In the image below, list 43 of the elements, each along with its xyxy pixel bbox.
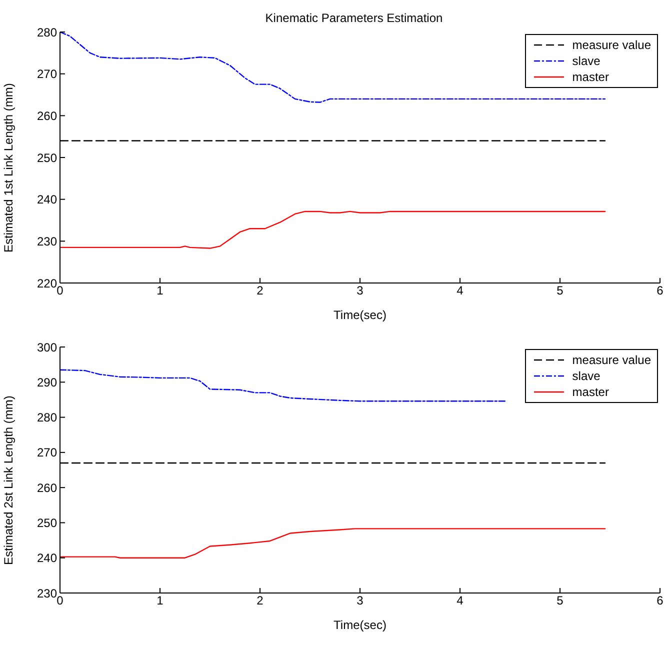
x-tick-label: 2 bbox=[256, 284, 264, 298]
legend-label: slave bbox=[572, 53, 600, 69]
x-tick-label: 0 bbox=[56, 284, 64, 298]
x-tick-label: 6 bbox=[656, 284, 664, 298]
x-tick-label: 2 bbox=[256, 594, 264, 608]
x-tick-label: 4 bbox=[456, 284, 464, 298]
y-tick-label: 250 bbox=[36, 516, 58, 530]
y-tick-label: 270 bbox=[36, 446, 58, 460]
x-tick-label: 0 bbox=[56, 594, 64, 608]
y-tick-label: 270 bbox=[36, 67, 58, 82]
x-tick-label: 3 bbox=[356, 594, 364, 608]
x-tick-label: 5 bbox=[556, 284, 564, 298]
legend-label: slave bbox=[572, 368, 600, 384]
legend-label: measure value bbox=[572, 352, 651, 368]
y-axis-title: Estimated 1st Link Length (mm) bbox=[1, 83, 16, 252]
y-tick-label: 240 bbox=[36, 551, 58, 566]
legend-label: master bbox=[572, 384, 609, 400]
x-axis-title: Time(sec) bbox=[334, 618, 386, 632]
x-tick-label: 1 bbox=[156, 594, 164, 608]
y-tick-label: 260 bbox=[36, 480, 58, 495]
chart-title: Kinematic Parameters Estimation bbox=[265, 11, 443, 25]
y-tick-label: 220 bbox=[36, 276, 58, 290]
y-tick-label: 230 bbox=[36, 234, 58, 248]
legend-label: master bbox=[572, 69, 609, 85]
x-tick-label: 1 bbox=[156, 284, 164, 298]
line-series bbox=[60, 210, 606, 249]
y-tick-label: 260 bbox=[36, 108, 58, 123]
y-axis-title: Estimated 2st Link Length (mm) bbox=[1, 396, 16, 565]
y-tick-label: 250 bbox=[36, 150, 58, 165]
x-tick-label: 5 bbox=[556, 594, 564, 608]
line-series bbox=[60, 528, 606, 558]
x-tick-label: 3 bbox=[356, 284, 364, 298]
y-tick-label: 240 bbox=[36, 192, 58, 207]
legend-label: measure value bbox=[572, 37, 651, 53]
y-tick-label: 290 bbox=[36, 375, 58, 390]
y-tick-label: 230 bbox=[36, 586, 58, 600]
y-tick-label: 300 bbox=[36, 340, 58, 354]
y-tick-label: 280 bbox=[36, 410, 58, 425]
x-axis-title: Time(sec) bbox=[334, 308, 386, 322]
y-tick-label: 280 bbox=[36, 25, 58, 40]
line-series bbox=[60, 369, 506, 402]
x-tick-label: 6 bbox=[656, 594, 664, 608]
x-tick-label: 4 bbox=[456, 594, 464, 608]
